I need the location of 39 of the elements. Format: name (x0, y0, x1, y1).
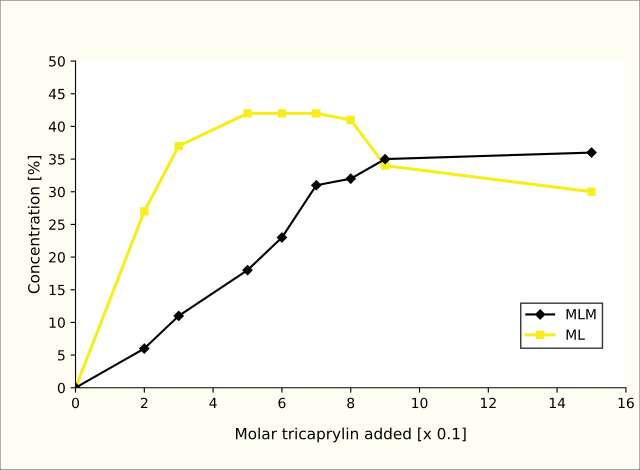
point (140, 207, 148, 216)
x-tick-label: 16 (618, 398, 634, 408)
legend-label: MLM (566, 309, 596, 320)
y-axis-title: Concentration [%] (28, 156, 42, 294)
x-tick-label: 12 (481, 398, 496, 408)
y-tick-label: 30 (49, 186, 65, 198)
point (174, 310, 184, 321)
point (346, 116, 355, 124)
legend-label: ML (566, 330, 585, 340)
point (312, 109, 320, 118)
y-tick-label: 35 (49, 154, 65, 165)
y-tick-label: 20 (49, 252, 65, 263)
point (346, 174, 356, 184)
y-tick-label: 15 (50, 284, 65, 296)
point (242, 265, 253, 276)
x-tick-label: 0 (72, 398, 80, 408)
x-axis-title: Molar tricaprylin added [x 0.1] (236, 428, 466, 442)
point (311, 180, 322, 190)
x-tick-label: 6 (278, 398, 286, 408)
point (139, 343, 150, 354)
point (278, 109, 286, 118)
point (587, 188, 596, 196)
x-tick-label: 2 (140, 398, 148, 408)
x-tick-label: 10 (412, 398, 428, 408)
y-tick-label: 10 (50, 317, 65, 328)
y-tick-label: 50 (49, 56, 65, 67)
point (243, 109, 252, 118)
point (174, 142, 183, 150)
point (586, 147, 597, 158)
x-tick-label: 8 (347, 398, 354, 408)
y-tick-label: 45 (48, 88, 65, 100)
y-tick-label: 40 (48, 121, 65, 132)
point (276, 232, 288, 243)
y-tick-label: 25 (49, 219, 65, 230)
x-tick-label: 4 (209, 398, 217, 408)
y-tick-label: 0 (58, 382, 65, 394)
point (380, 154, 390, 164)
x-tick-label: 14 (550, 398, 566, 408)
y-tick-label: 5 (58, 350, 65, 361)
